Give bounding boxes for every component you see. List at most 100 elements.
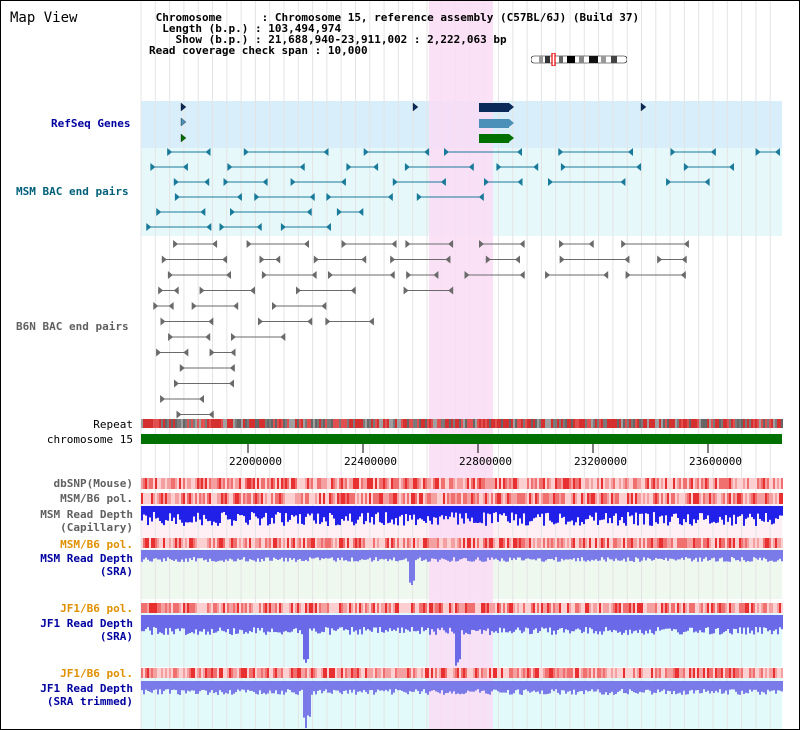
msm-b6-pol-cell (625, 538, 627, 548)
jf1-sra-depth-bar (421, 615, 423, 628)
jf1-b6-pol-cell (419, 603, 421, 613)
msm-capillary-depth-bar (693, 506, 695, 520)
jf1-sra-depth-bar (419, 615, 421, 634)
dbsnp-cell (665, 478, 667, 489)
repeat-cell (553, 419, 555, 428)
track-label-jf1-b6-pol-1[interactable]: JF1/B6 pol. (60, 602, 133, 615)
track-label-dbsnp[interactable]: dbSNP(Mouse) (53, 477, 133, 490)
b6n-bac-pair-end (621, 240, 627, 248)
track-label-jf1-depth-sra[interactable]: JF1 Read Depth (40, 617, 133, 630)
msm-sra-depth-bar (233, 550, 235, 562)
msm-capillary-depth-bar (417, 506, 419, 520)
msm-b6-pol-cell (717, 538, 719, 548)
msm-sra-depth-bar (593, 550, 595, 561)
jf1-sra-depth-bar (685, 615, 687, 632)
track-label-b6n-bac[interactable]: B6N BAC end pairs (16, 320, 129, 333)
jf1-b6-pol-cell (719, 668, 721, 678)
track-label-msm-b6-pol-1[interactable]: MSM/B6 pol. (60, 492, 133, 505)
jf1-b6-pol-cell (349, 603, 351, 613)
repeat-cell (755, 419, 757, 428)
msm-capillary-depth-bar (623, 506, 625, 523)
jf1-sra-depth-bar (585, 615, 587, 628)
repeat-cell (323, 419, 325, 428)
chromosome-ideogram[interactable] (531, 53, 627, 66)
track-label-msm-bac[interactable]: MSM BAC end pairs (16, 185, 129, 198)
axis-tick-label: 22800000 (459, 455, 512, 468)
dbsnp-cell (281, 478, 283, 489)
jf1-sra-depth-bar (213, 615, 215, 633)
jf1-b6-pol-cell (331, 668, 333, 678)
repeat-cell (555, 419, 557, 428)
msm-sra-depth-bar (413, 550, 415, 581)
track-label-msm-depth-capillary[interactable]: MSM Read Depth (40, 508, 133, 521)
jf1-b6-pol-cell (733, 668, 735, 678)
msm-sra-depth-bar (555, 550, 557, 558)
jf1-b6-pol-cell (749, 603, 751, 613)
b6n-bac-pair-end (209, 348, 215, 357)
jf1-b6-pol-cell (405, 668, 407, 678)
dbsnp-cell (365, 478, 367, 489)
msm-b6-pol-cell (315, 493, 317, 504)
msm-b6-pol-cell (489, 538, 491, 548)
msm-sra-depth-bar (719, 550, 721, 559)
track-label-jf1-depth-trimmed[interactable]: JF1 Read Depth (40, 682, 133, 695)
jf1-b6-pol-cell (253, 603, 255, 613)
msm-sra-depth-bar (547, 550, 549, 559)
jf1-b6-pol-cell (779, 668, 781, 678)
repeat-cell (297, 419, 299, 428)
msm-b6-pol-cell (687, 538, 689, 548)
msm-capillary-depth-bar (537, 506, 539, 515)
jf1-b6-pol-cell (473, 603, 475, 613)
jf1-trimmed-depth-bar (569, 681, 571, 691)
msm-b6-pol-cell (693, 538, 695, 548)
track-label-msm-depth-sra[interactable]: MSM Read Depth (40, 552, 133, 565)
jf1-b6-pol-cell (619, 603, 621, 613)
jf1-sra-depth-bar (205, 615, 207, 635)
msm-capillary-depth-bar (145, 506, 147, 516)
jf1-b6-pol-cell (477, 668, 479, 678)
msm-sra-depth-bar (267, 550, 269, 558)
jf1-b6-pol-cell (667, 668, 669, 678)
jf1-b6-pol-cell (261, 603, 263, 613)
jf1-trimmed-depth-bar (723, 681, 725, 694)
jf1-b6-pol-cell (601, 603, 603, 613)
track-label-repeat[interactable]: Repeat (93, 418, 133, 431)
jf1-trimmed-depth-bar (201, 681, 203, 690)
jf1-b6-pol-cell (205, 668, 207, 678)
repeat-cell (521, 419, 523, 428)
repeat-cell (493, 419, 495, 428)
jf1-sra-depth-bar (407, 615, 409, 631)
msm-sra-depth-bar (159, 550, 161, 560)
jf1-sra-depth-bar (699, 615, 701, 631)
msm-b6-pol-cell (151, 493, 153, 504)
jf1-trimmed-depth-bar (635, 681, 637, 693)
msm-b6-pol-cell (587, 538, 589, 548)
repeat-cell (449, 419, 451, 428)
track-label-refseq[interactable]: RefSeq Genes (51, 117, 131, 130)
track-label-chromosome[interactable]: chromosome 15 (46, 433, 133, 446)
repeat-cell (651, 419, 653, 428)
msm-capillary-depth-bar (271, 506, 273, 518)
msm-b6-pol-cell (411, 538, 413, 548)
msm-sra-depth-bar (769, 550, 771, 561)
jf1-sra-depth-bar (743, 615, 745, 628)
jf1-sra-depth-bar (337, 615, 339, 630)
jf1-trimmed-depth-bar (537, 681, 539, 692)
jf1-b6-pol-cell (593, 603, 595, 613)
track-label-jf1-b6-pol-2[interactable]: JF1/B6 pol. (60, 667, 133, 680)
jf1-trimmed-depth-bar (275, 681, 277, 691)
msm-b6-pol-cell (713, 493, 715, 504)
jf1-b6-pol-cell (515, 668, 517, 678)
b6n-bac-pair-end (161, 255, 167, 264)
msm-b6-pol-cell (413, 538, 415, 548)
repeat-cell (411, 419, 413, 428)
jf1-trimmed-depth-bar (663, 681, 665, 690)
track-label-msm-b6-pol-2[interactable]: MSM/B6 pol. (60, 538, 133, 551)
jf1-sra-depth-bar (207, 615, 209, 632)
dbsnp-cell (435, 478, 437, 489)
jf1-b6-pol-cell (661, 668, 663, 678)
msm-sra-depth-bar (397, 550, 399, 562)
msm-b6-pol-cell (147, 493, 149, 504)
msm-b6-pol-cell (173, 538, 175, 548)
